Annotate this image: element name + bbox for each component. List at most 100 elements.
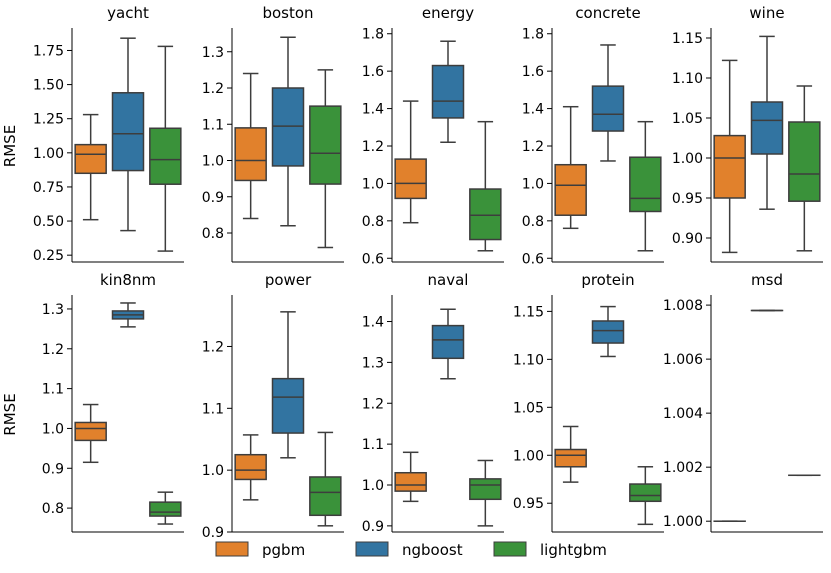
box-lightgbm bbox=[309, 69, 342, 249]
box-ngboost bbox=[750, 35, 784, 210]
iqr-box bbox=[591, 85, 625, 132]
box-lightgbm bbox=[469, 120, 502, 252]
iqr-box bbox=[629, 483, 662, 503]
iqr-box bbox=[149, 127, 182, 185]
y-tick-label: 1.0 bbox=[42, 421, 64, 437]
y-tick-label: 1.1 bbox=[42, 382, 64, 398]
iqr-box bbox=[271, 377, 305, 434]
y-tick-label: 1.2 bbox=[522, 139, 544, 155]
y-tick-label: 0.25 bbox=[33, 248, 64, 264]
y-tick-label: 1.50 bbox=[33, 78, 64, 94]
iqr-box bbox=[431, 64, 465, 119]
box-lightgbm bbox=[629, 120, 662, 252]
y-tick-label: 1.2 bbox=[202, 81, 224, 97]
panel-title: concrete bbox=[575, 4, 640, 22]
box-lightgbm bbox=[149, 491, 182, 525]
box-ngboost bbox=[431, 308, 465, 380]
y-tick-label: 0.90 bbox=[672, 231, 703, 247]
iqr-box bbox=[394, 471, 427, 492]
y-tick-label: 0.8 bbox=[362, 214, 384, 230]
y-tick-label: 0.9 bbox=[362, 519, 384, 535]
panel-title: wine bbox=[749, 4, 784, 22]
y-tick-label: 1.00 bbox=[672, 151, 703, 167]
iqr-box bbox=[469, 188, 502, 241]
iqr-box bbox=[74, 421, 107, 442]
y-tick-label: 1.3 bbox=[202, 45, 224, 61]
y-tick-label: 1.0 bbox=[362, 176, 384, 192]
legend-label: ngboost bbox=[402, 541, 463, 559]
y-tick-label: 1.0 bbox=[522, 176, 544, 192]
iqr-box bbox=[234, 453, 267, 481]
box-lightgbm bbox=[149, 45, 182, 252]
y-tick-label: 1.0 bbox=[202, 463, 224, 479]
box-ngboost bbox=[431, 40, 465, 144]
box-lightgbm bbox=[629, 466, 662, 526]
panel-title: naval bbox=[428, 271, 469, 289]
box-ngboost bbox=[591, 305, 625, 358]
y-tick-label: 1.6 bbox=[522, 64, 544, 80]
y-tick-label: 1.05 bbox=[513, 400, 544, 416]
y-tick-label: 1.4 bbox=[362, 315, 384, 331]
legend-swatch bbox=[355, 541, 389, 557]
box-pgbm bbox=[234, 72, 267, 220]
iqr-box bbox=[554, 448, 587, 468]
box-lightgbm bbox=[309, 431, 342, 527]
box-lightgbm bbox=[788, 85, 821, 252]
panel-wine: wine 0.90 0.95 1.00 1.05 1.10 1.15 bbox=[672, 4, 823, 263]
y-tick-label: 0.95 bbox=[513, 496, 544, 512]
y-tick-label: 1.0 bbox=[202, 154, 224, 170]
box-pgbm bbox=[554, 105, 587, 230]
panel-kin8nm: kin8nm 0.8 0.9 1.0 1.1 1.2 1.3 RMSE bbox=[1, 271, 184, 533]
y-tick-label: 0.9 bbox=[202, 525, 224, 541]
y-tick-label: 1.4 bbox=[522, 102, 544, 118]
y-tick-label: 1.05 bbox=[672, 111, 703, 127]
legend-swatch bbox=[493, 541, 527, 557]
legend-label: lightgbm bbox=[540, 541, 607, 559]
panel-naval: naval 0.9 1.0 1.1 1.2 1.3 1.4 bbox=[362, 271, 504, 535]
legend-entry-lightgbm: lightgbm bbox=[493, 541, 607, 559]
panel-title: power bbox=[265, 271, 312, 289]
y-tick-label: 1.2 bbox=[42, 342, 64, 358]
iqr-box bbox=[431, 324, 465, 360]
iqr-box bbox=[271, 87, 305, 167]
iqr-box bbox=[149, 501, 182, 517]
iqr-box bbox=[788, 121, 821, 202]
iqr-box bbox=[234, 127, 267, 182]
box-ngboost bbox=[591, 44, 625, 162]
y-tick-label: 1.00 bbox=[513, 448, 544, 464]
y-tick-label: 0.95 bbox=[672, 191, 703, 207]
iqr-box bbox=[111, 92, 145, 172]
panel-title: yacht bbox=[107, 4, 149, 22]
y-tick-label: 1.15 bbox=[672, 31, 703, 47]
y-tick-label: 0.75 bbox=[33, 180, 64, 196]
y-tick-label: 0.9 bbox=[202, 190, 224, 206]
y-tick-label: 1.000 bbox=[663, 514, 703, 530]
y-tick-label: 1.0 bbox=[362, 478, 384, 494]
y-tick-label: 1.00 bbox=[33, 146, 64, 162]
y-axis-label: RMSE bbox=[1, 393, 19, 435]
box-ngboost bbox=[111, 37, 145, 232]
panel-yacht: yacht 0.25 0.50 0.75 1.00 1.25 1.50 1.75 RMSE bbox=[1, 4, 184, 264]
y-tick-label: 1.2 bbox=[202, 339, 224, 355]
panel-boston: boston 0.8 0.9 1.0 1.1 1.2 1.3 bbox=[202, 4, 344, 263]
box-pgbm bbox=[74, 403, 107, 464]
panels-group: yacht 0.25 0.50 0.75 1.00 1.25 1.50 1.75 RMSE bos… bbox=[1, 4, 823, 541]
box-pgbm bbox=[554, 425, 587, 483]
y-tick-label: 1.75 bbox=[33, 43, 64, 59]
panel-title: energy bbox=[422, 4, 474, 22]
panel-title: msd bbox=[751, 271, 783, 289]
legend-swatch bbox=[215, 541, 249, 557]
iqr-box bbox=[629, 156, 662, 213]
y-tick-label: 0.9 bbox=[42, 461, 64, 477]
box-pgbm bbox=[394, 100, 427, 224]
panel-title: boston bbox=[262, 4, 313, 22]
y-tick-label: 1.8 bbox=[362, 27, 384, 43]
y-tick-label: 1.004 bbox=[663, 406, 703, 422]
box-lightgbm bbox=[469, 459, 502, 527]
y-tick-label: 0.6 bbox=[362, 251, 384, 267]
box-ngboost bbox=[271, 311, 305, 459]
y-tick-label: 1.8 bbox=[522, 27, 544, 43]
y-tick-label: 1.006 bbox=[663, 352, 703, 368]
iqr-box bbox=[750, 101, 784, 155]
